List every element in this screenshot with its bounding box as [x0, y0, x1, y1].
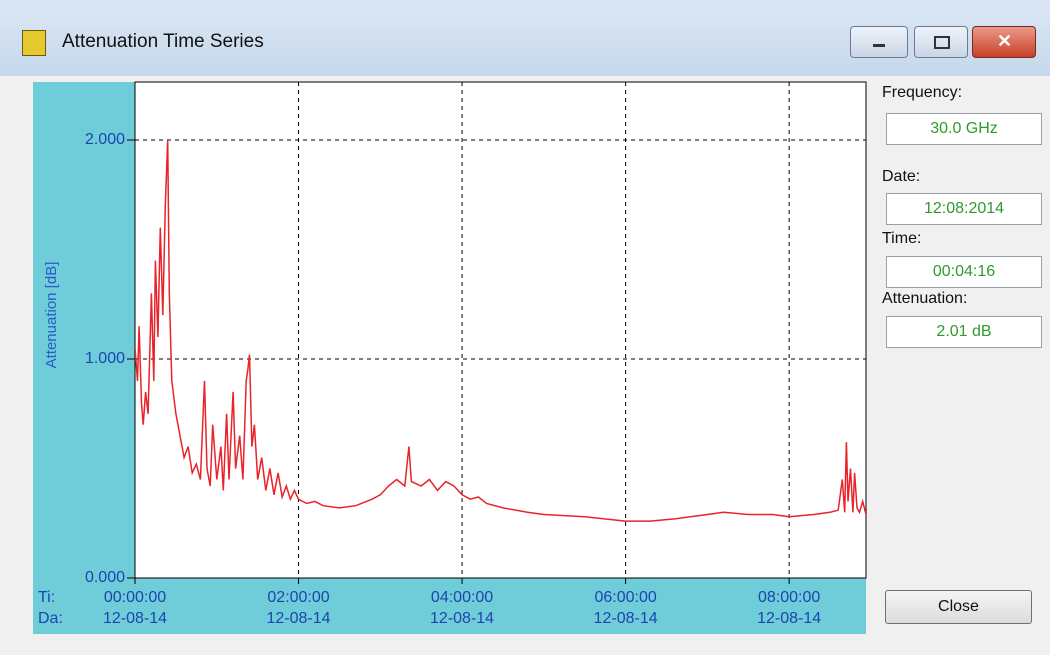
field-label: Time: — [882, 230, 922, 247]
x-tick-label: 00:00:00 — [104, 589, 166, 606]
data-line — [135, 139, 866, 522]
maximize-button[interactable] — [914, 26, 968, 58]
field-label: Date: — [882, 168, 921, 185]
field-value: 2.01 dB — [886, 316, 1042, 348]
x-row-label: Da: — [38, 610, 63, 627]
y-tick-label: 0.000 — [85, 569, 125, 586]
x-tick-date: 12-08-14 — [103, 610, 167, 627]
x-tick-label: 04:00:00 — [431, 589, 493, 606]
x-tick-label: 06:00:00 — [594, 589, 656, 606]
field-value: 30.0 GHz — [886, 113, 1042, 145]
x-row-label: Ti: — [38, 589, 55, 606]
plot-area — [134, 81, 867, 579]
x-tick-label: 08:00:00 — [758, 589, 820, 606]
x-tick-date: 12-08-14 — [757, 610, 821, 627]
minimize-button[interactable] — [850, 26, 908, 58]
field-value: 12:08:2014 — [886, 193, 1042, 225]
close-button[interactable]: Close — [885, 590, 1032, 624]
x-tick-date: 12-08-14 — [430, 610, 494, 627]
window-title: Attenuation Time Series — [62, 31, 264, 52]
app-icon — [22, 30, 46, 56]
x-tick-date: 12-08-14 — [267, 610, 331, 627]
y-axis-label: Attenuation [dB] — [43, 262, 60, 369]
y-tick-label: 2.000 — [85, 131, 125, 148]
field-label: Frequency: — [882, 84, 963, 101]
x-tick-label: 02:00:00 — [267, 589, 329, 606]
field-value: 00:04:16 — [886, 256, 1042, 288]
y-tick-label: 1.000 — [85, 350, 125, 367]
field-label: Attenuation: — [882, 290, 968, 307]
close-window-button[interactable]: ✕ — [972, 26, 1036, 58]
x-tick-date: 12-08-14 — [594, 610, 658, 627]
